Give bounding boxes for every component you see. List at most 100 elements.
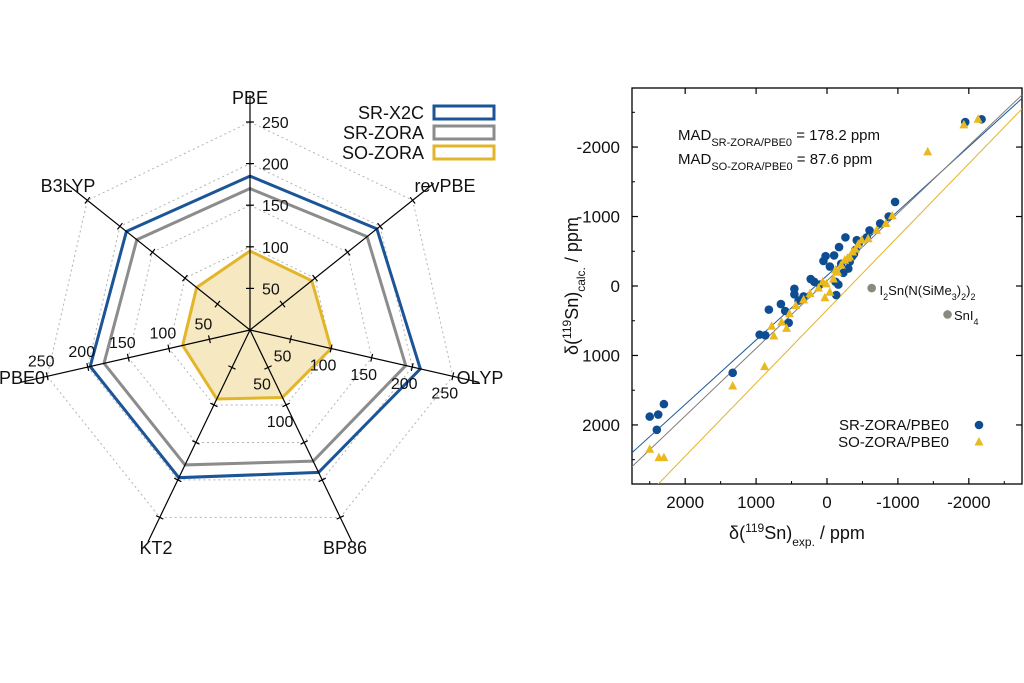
radar-tick-label: 200 — [262, 157, 289, 174]
data-point — [764, 305, 774, 314]
radar-tick-label: 200 — [391, 376, 418, 393]
radar-tick-mark — [279, 300, 286, 308]
radar-tick-label: 50 — [262, 281, 280, 298]
radar-tick-mark — [300, 440, 309, 445]
radar-tick-label: 200 — [68, 344, 95, 361]
mad-text: MADSR-ZORA/PBE0 = 178.2 ppmMADSO-ZORA/PB… — [678, 127, 880, 173]
radar-tick-label: 100 — [262, 240, 289, 257]
radar-axis-line — [249, 329, 480, 383]
y-tick-label: -1000 — [577, 208, 620, 227]
data-point — [653, 410, 663, 419]
data-point — [761, 331, 770, 340]
data-point — [799, 294, 809, 304]
radar-tick-mark — [451, 372, 455, 381]
radar-tick-mark — [214, 300, 221, 308]
radar-tick-mark — [149, 248, 156, 256]
radar-tick-mark — [126, 353, 130, 362]
radar-tick-mark — [329, 344, 333, 353]
radar-tick-mark — [207, 335, 211, 344]
data-point — [833, 267, 843, 276]
radar-tick-mark — [228, 365, 236, 370]
data-point — [825, 287, 835, 296]
radar-tick-label: 250 — [28, 353, 55, 370]
radar-tick-mark — [410, 362, 414, 372]
data-point — [645, 444, 655, 453]
radar-tick-mark — [289, 335, 293, 344]
radar-tick-label: 150 — [350, 367, 377, 384]
data-point — [834, 242, 844, 252]
radar-tick-label: 100 — [310, 358, 337, 375]
y-tick-label: 1000 — [582, 346, 620, 365]
radar-grid-ring — [87, 163, 413, 481]
data-point — [659, 452, 669, 462]
data-point — [923, 146, 933, 156]
radar-axis-labels: PBE revPBE OLYP BP86 KT2 PBE0 B3LYP — [0, 88, 503, 558]
radar-tick-mark — [318, 477, 327, 483]
data-point — [659, 399, 669, 409]
radar-tick-mark — [409, 196, 416, 204]
y-tick-label: -2000 — [577, 138, 620, 157]
data-point — [813, 283, 823, 292]
radar-tick-label: 50 — [274, 348, 292, 365]
radar-tick-mark — [181, 274, 188, 282]
data-point — [645, 412, 655, 421]
data-point — [865, 226, 874, 235]
x-tick-label: -1000 — [876, 493, 919, 512]
legend-label-so-zora: SO-ZORA — [342, 143, 424, 163]
radar-series-group — [88, 174, 423, 480]
y-tick-label: 0 — [611, 277, 620, 296]
data-point — [841, 233, 850, 242]
annotation-label: I2Sn(N(SiMe3)2)2 — [880, 283, 976, 302]
data-point — [845, 251, 855, 261]
data-point — [867, 283, 876, 293]
radar-tick-mark — [282, 402, 290, 408]
radar-axis-label-kt2: KT2 — [139, 538, 172, 558]
radar-axis-line — [249, 329, 353, 542]
radar-axis-label-pbe0: PBE0 — [0, 368, 45, 388]
data-point — [973, 114, 983, 123]
data-point — [820, 292, 830, 302]
radar-tick-label: 50 — [195, 316, 213, 333]
x-tick-label: -2000 — [947, 493, 990, 512]
radar-axis-label-revpbe: revPBE — [414, 176, 475, 196]
x-tick-label: 2000 — [666, 493, 704, 512]
radar-tick-labels: 50 100 150 200 250 50 100 150 200 250 50 100 50 100 15… — [28, 115, 458, 431]
data-point — [728, 368, 737, 378]
radar-axis-label-olyp: OLYP — [457, 368, 504, 388]
data-point — [831, 290, 841, 300]
radar-axis-label-bp86: BP86 — [323, 538, 367, 558]
data-point — [821, 251, 830, 261]
data-point — [760, 361, 770, 371]
radar-tick-label: 150 — [109, 335, 136, 352]
scatter-annotations: I2Sn(N(SiMe3)2)2 SnI4 — [880, 283, 979, 327]
radar-axis-label-pbe: PBE — [232, 88, 268, 108]
data-point — [805, 288, 815, 298]
radar-tick-mark — [264, 365, 272, 370]
radar-series-sr-zora — [102, 186, 408, 467]
legend-label-sr-zora: SR-ZORA — [343, 123, 424, 143]
radar-tick-mark — [344, 248, 351, 256]
radar-axes — [20, 95, 480, 542]
scatter-ticks: 2000 1000 0 -1000 -2000 2000 1000 0 -1000 -2000 — [577, 88, 1022, 512]
data-point — [857, 235, 867, 244]
data-point — [872, 225, 882, 234]
radar-chart: 50 100 150 200 250 50 100 150 200 250 50 100 50 100 15… — [0, 88, 503, 558]
data-point — [836, 260, 846, 269]
data-point — [769, 331, 779, 340]
mad-line: MADSO-ZORA/PBE0 = 87.6 ppm — [678, 151, 872, 173]
data-point — [890, 197, 900, 207]
radar-tick-mark — [173, 477, 182, 483]
radar-tick-label: 150 — [262, 198, 289, 215]
scatter-chart: 2000 1000 0 -1000 -2000 2000 1000 0 -1000 -2000 I… — [560, 87, 1023, 549]
legend-swatch-sr-x2c — [432, 104, 496, 121]
data-point — [863, 233, 873, 243]
scatter-legend-marker — [974, 420, 984, 430]
radar-tick-mark — [370, 353, 374, 362]
radar-tick-label: 100 — [150, 326, 177, 343]
x-axis-label: δ(119Sn)exp. / ppm — [729, 521, 865, 549]
radar-axis-line — [20, 329, 251, 383]
y-axis-label: δ(119Sn)calc. / ppm — [560, 217, 588, 355]
radar-tick-mark — [336, 515, 345, 520]
